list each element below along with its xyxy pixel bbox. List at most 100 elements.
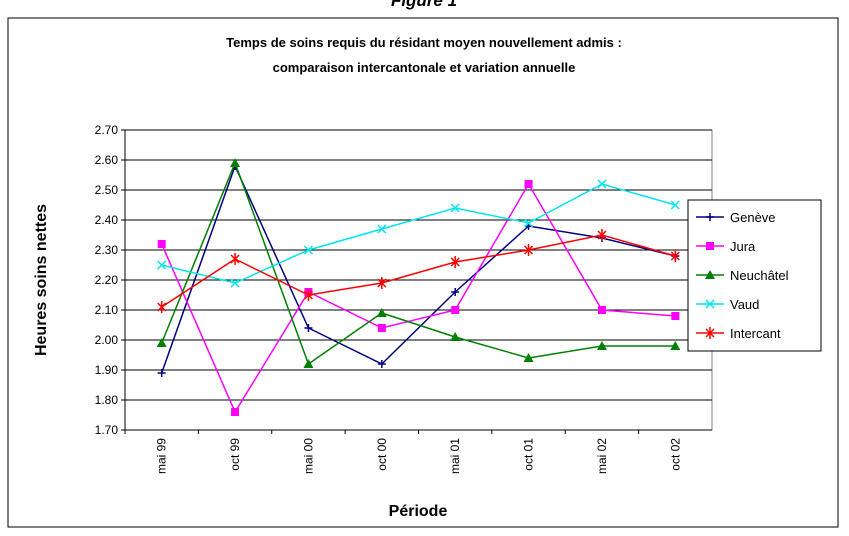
marker-part: [156, 338, 167, 347]
marker-part: [596, 341, 607, 350]
marker: [597, 306, 606, 314]
marker-part: [231, 408, 240, 416]
marker: [524, 180, 533, 188]
marker: [377, 277, 387, 289]
marker: [596, 341, 607, 350]
x-tick-label: mai 00: [301, 438, 315, 474]
y-axis-label: Heures soins nettes: [33, 204, 50, 356]
marker: [303, 359, 314, 368]
x-tick-label: oct 00: [375, 438, 389, 471]
y-tick-label: 2.30: [95, 243, 119, 257]
x-tick-label: mai 99: [155, 438, 169, 474]
marker: [450, 256, 460, 268]
series-line: [161, 182, 676, 414]
marker: [303, 289, 313, 301]
marker: [303, 245, 313, 255]
marker: [450, 203, 460, 213]
marker: [157, 301, 167, 313]
chart-subtitle: comparaison intercantonale et variation …: [273, 60, 576, 75]
y-tick-label: 2.20: [95, 273, 119, 287]
y-tick-label: 1.90: [95, 363, 119, 377]
marker-part: [524, 180, 533, 188]
marker: [524, 244, 534, 256]
x-axis-label: Période: [389, 503, 448, 520]
chart-title: Temps de soins requis du résidant moyen …: [226, 35, 622, 50]
marker: [523, 353, 534, 362]
marker: [377, 224, 387, 234]
marker-part: [670, 341, 681, 350]
marker: [157, 369, 166, 377]
y-tick-label: 2.50: [95, 183, 119, 197]
marker-part: [706, 242, 714, 250]
series-line: [161, 234, 676, 308]
marker-part: [597, 306, 606, 314]
y-tick-label: 1.70: [95, 423, 119, 437]
marker: [705, 327, 715, 339]
marker-part: [705, 299, 715, 309]
legend-label: Intercant: [730, 326, 781, 341]
marker: [670, 200, 680, 210]
marker-part: [451, 306, 460, 314]
series-line: [161, 183, 676, 284]
marker: [671, 312, 680, 320]
marker-part: [671, 312, 680, 320]
marker: [524, 218, 534, 228]
x-tick-label: oct 02: [668, 438, 682, 471]
x-tick-label: mai 02: [595, 438, 609, 474]
marker: [597, 179, 607, 189]
marker-part: [303, 359, 314, 368]
marker-part: [450, 203, 460, 213]
marker: [705, 299, 715, 309]
marker: [230, 278, 240, 288]
marker: [450, 332, 461, 341]
y-tick-label: 2.40: [95, 213, 119, 227]
marker-part: [230, 158, 241, 167]
marker-part: [670, 200, 680, 210]
y-tick-label: 2.70: [95, 123, 119, 137]
marker: [304, 324, 313, 332]
marker-part: [524, 218, 534, 228]
marker-part: [157, 260, 167, 270]
marker-part: [597, 179, 607, 189]
marker-part: [376, 308, 387, 317]
legend-label: Jura: [730, 239, 756, 254]
legend-label: Genève: [730, 210, 776, 225]
marker: [451, 306, 460, 314]
y-tick-label: 2.10: [95, 303, 119, 317]
x-tick-label: oct 01: [522, 438, 536, 471]
marker: [670, 250, 680, 262]
legend-label: Vaud: [730, 297, 759, 312]
marker: [231, 408, 240, 416]
legend-label: Neuchâtel: [730, 268, 789, 283]
marker: [377, 360, 386, 368]
y-tick-label: 2.60: [95, 153, 119, 167]
marker-part: [230, 278, 240, 288]
marker-part: [377, 324, 386, 332]
y-tick-label: 1.80: [95, 393, 119, 407]
marker-part: [377, 224, 387, 234]
marker: [670, 341, 681, 350]
marker: [451, 288, 460, 296]
x-tick-label: oct 99: [228, 438, 242, 471]
marker-part: [450, 332, 461, 341]
marker: [706, 242, 714, 250]
marker: [156, 338, 167, 347]
page-header: Figure 1: [391, 0, 457, 10]
marker: [230, 158, 241, 167]
marker-part: [523, 353, 534, 362]
marker: [705, 270, 715, 279]
series-line: [160, 163, 676, 374]
marker: [597, 229, 607, 241]
marker-part: [705, 270, 715, 279]
y-tick-label: 2.00: [95, 333, 119, 347]
marker: [377, 324, 386, 332]
x-tick-label: mai 01: [448, 438, 462, 474]
series-line: [160, 160, 676, 366]
marker: [157, 240, 166, 248]
marker: [230, 253, 240, 265]
marker: [376, 308, 387, 317]
marker: [706, 213, 714, 221]
marker-part: [157, 240, 166, 248]
